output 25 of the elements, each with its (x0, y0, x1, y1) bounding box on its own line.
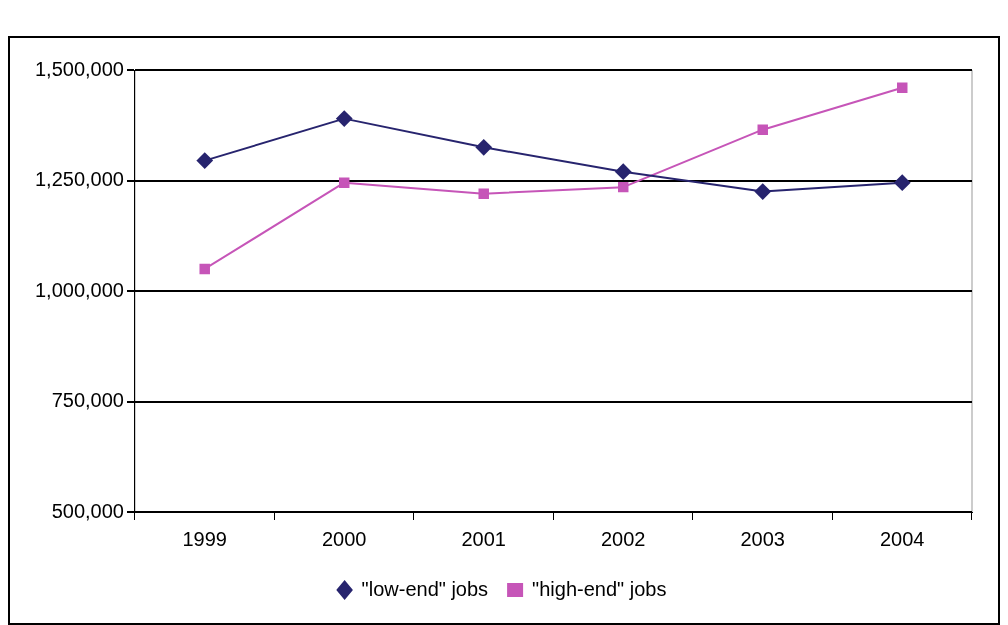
point (196, 152, 213, 169)
point (199, 263, 210, 275)
x-tick-label: 2003 (740, 527, 785, 550)
x-tick-label: 2000 (321, 527, 367, 550)
y-tick-label: 1,500,000 (34, 57, 124, 80)
point (894, 174, 911, 191)
point (475, 139, 492, 156)
legend-label: "high-end" jobs (532, 577, 667, 600)
x-tick-label: 1999 (182, 527, 227, 550)
x-tick-label: 2001 (461, 527, 506, 550)
point (754, 183, 771, 200)
x-tick-label: 2004 (880, 527, 925, 550)
y-tick-label: 500,000 (51, 499, 124, 522)
point (336, 110, 353, 127)
y-tick-label: 1,000,000 (34, 278, 124, 301)
x-tick-label: 2002 (600, 527, 646, 550)
y-tick-label: 750,000 (51, 389, 124, 412)
point (478, 188, 489, 199)
legend-label: "low-end" jobs (361, 577, 489, 600)
y-tick-label: 1,250,000 (34, 168, 124, 191)
point (757, 124, 768, 135)
point (615, 163, 632, 180)
point (897, 82, 908, 93)
point (338, 177, 350, 188)
point (618, 181, 629, 193)
